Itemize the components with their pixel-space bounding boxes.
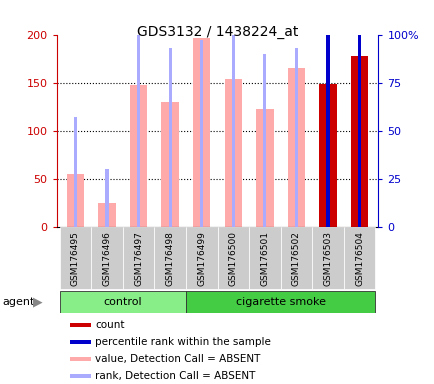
FancyBboxPatch shape (312, 227, 343, 289)
Text: GSM176496: GSM176496 (102, 231, 111, 286)
Text: control: control (103, 297, 142, 307)
Bar (137, 35, 140, 227)
Bar (105, 169, 108, 227)
Bar (185, 291, 375, 313)
Bar (59, 291, 185, 313)
Text: GSM176499: GSM176499 (197, 231, 206, 286)
Bar (350, 56, 367, 227)
Bar (193, 38, 210, 227)
Text: GSM176497: GSM176497 (134, 231, 143, 286)
Text: GSM176504: GSM176504 (354, 231, 363, 286)
Bar (231, 25, 234, 227)
Bar (263, 54, 266, 227)
Text: GSM176500: GSM176500 (228, 231, 237, 286)
Bar (319, 84, 336, 227)
FancyBboxPatch shape (154, 227, 185, 289)
Bar (357, 10, 360, 227)
Text: percentile rank within the sample: percentile rank within the sample (95, 337, 270, 347)
Bar (70, 374, 91, 377)
Bar (287, 68, 304, 227)
Text: GSM176495: GSM176495 (71, 231, 80, 286)
FancyBboxPatch shape (217, 227, 249, 289)
Bar (74, 117, 77, 227)
Bar (294, 48, 297, 227)
Text: rank, Detection Call = ABSENT: rank, Detection Call = ABSENT (95, 371, 255, 381)
Text: GSM176498: GSM176498 (165, 231, 174, 286)
Text: GSM176501: GSM176501 (260, 231, 269, 286)
FancyBboxPatch shape (249, 227, 280, 289)
Bar (98, 203, 115, 227)
Bar (70, 323, 91, 327)
Bar (326, 33, 329, 227)
FancyBboxPatch shape (91, 227, 122, 289)
FancyBboxPatch shape (343, 227, 375, 289)
FancyBboxPatch shape (280, 227, 312, 289)
Bar (224, 79, 241, 227)
Text: GSM176503: GSM176503 (323, 231, 332, 286)
Bar (168, 48, 171, 227)
Bar (161, 102, 178, 227)
Text: ▶: ▶ (33, 295, 43, 308)
Text: value, Detection Call = ABSENT: value, Detection Call = ABSENT (95, 354, 260, 364)
Bar (130, 86, 147, 227)
Text: cigarette smoke: cigarette smoke (235, 297, 325, 307)
Bar (70, 340, 91, 344)
FancyBboxPatch shape (122, 227, 154, 289)
Bar (70, 357, 91, 361)
Bar (200, 40, 203, 227)
FancyBboxPatch shape (59, 227, 91, 289)
Text: GDS3132 / 1438224_at: GDS3132 / 1438224_at (137, 25, 297, 39)
Bar (256, 109, 273, 227)
Text: GSM176502: GSM176502 (291, 231, 300, 286)
Text: agent: agent (2, 297, 34, 307)
FancyBboxPatch shape (185, 227, 217, 289)
Bar (67, 174, 84, 227)
Text: count: count (95, 320, 125, 330)
